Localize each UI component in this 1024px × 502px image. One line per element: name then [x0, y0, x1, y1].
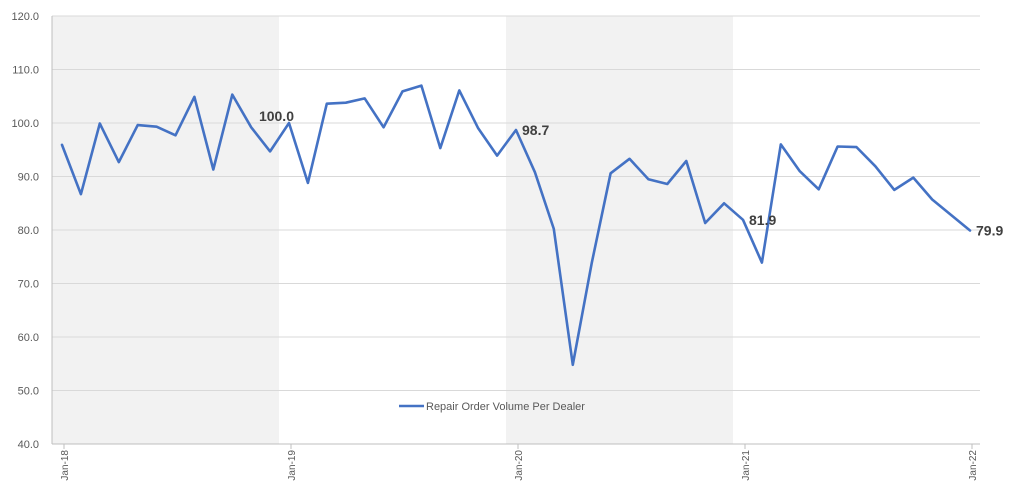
x-tick-label: Jan-21 [741, 450, 752, 481]
y-tick-label: 40.0 [18, 439, 39, 451]
data-label: 79.9 [976, 223, 1003, 239]
data-label: 81.9 [749, 212, 776, 228]
legend-label: Repair Order Volume Per Dealer [426, 401, 585, 413]
data-label: 98.7 [522, 122, 549, 138]
y-tick-label: 110.0 [12, 65, 39, 77]
y-tick-label: 60.0 [18, 332, 39, 344]
y-tick-label: 70.0 [18, 279, 39, 291]
data-label: 100.0 [259, 108, 294, 124]
x-tick-label: Jan-19 [287, 450, 298, 481]
data-labels: 100.0 98.7 81.9 79.9 [259, 108, 1004, 239]
gridlines [52, 15, 980, 445]
x-tick-label: Jan-22 [968, 450, 979, 481]
y-tick-label: 50.0 [18, 386, 39, 398]
y-tick-label: 120.0 [11, 11, 39, 23]
x-tick-label: Jan-20 [514, 450, 525, 481]
y-tick-label: 90.0 [18, 172, 39, 184]
legend: Repair Order Volume Per Dealer [399, 401, 585, 413]
series-group [60, 84, 972, 367]
x-tick-label: Jan-18 [60, 450, 71, 481]
axes [51, 16, 980, 445]
series-line-repair-order-volume [60, 84, 972, 367]
x-axis-ticks: Jan-18 Jan-19 Jan-20 Jan-21 Jan-22 [60, 444, 979, 481]
y-axis-ticks: 40.0 50.0 60.0 70.0 80.0 90.0 100.0 110.0 120.0 [11, 11, 39, 451]
y-tick-label: 100.0 [11, 118, 39, 130]
y-tick-label: 80.0 [18, 225, 39, 237]
